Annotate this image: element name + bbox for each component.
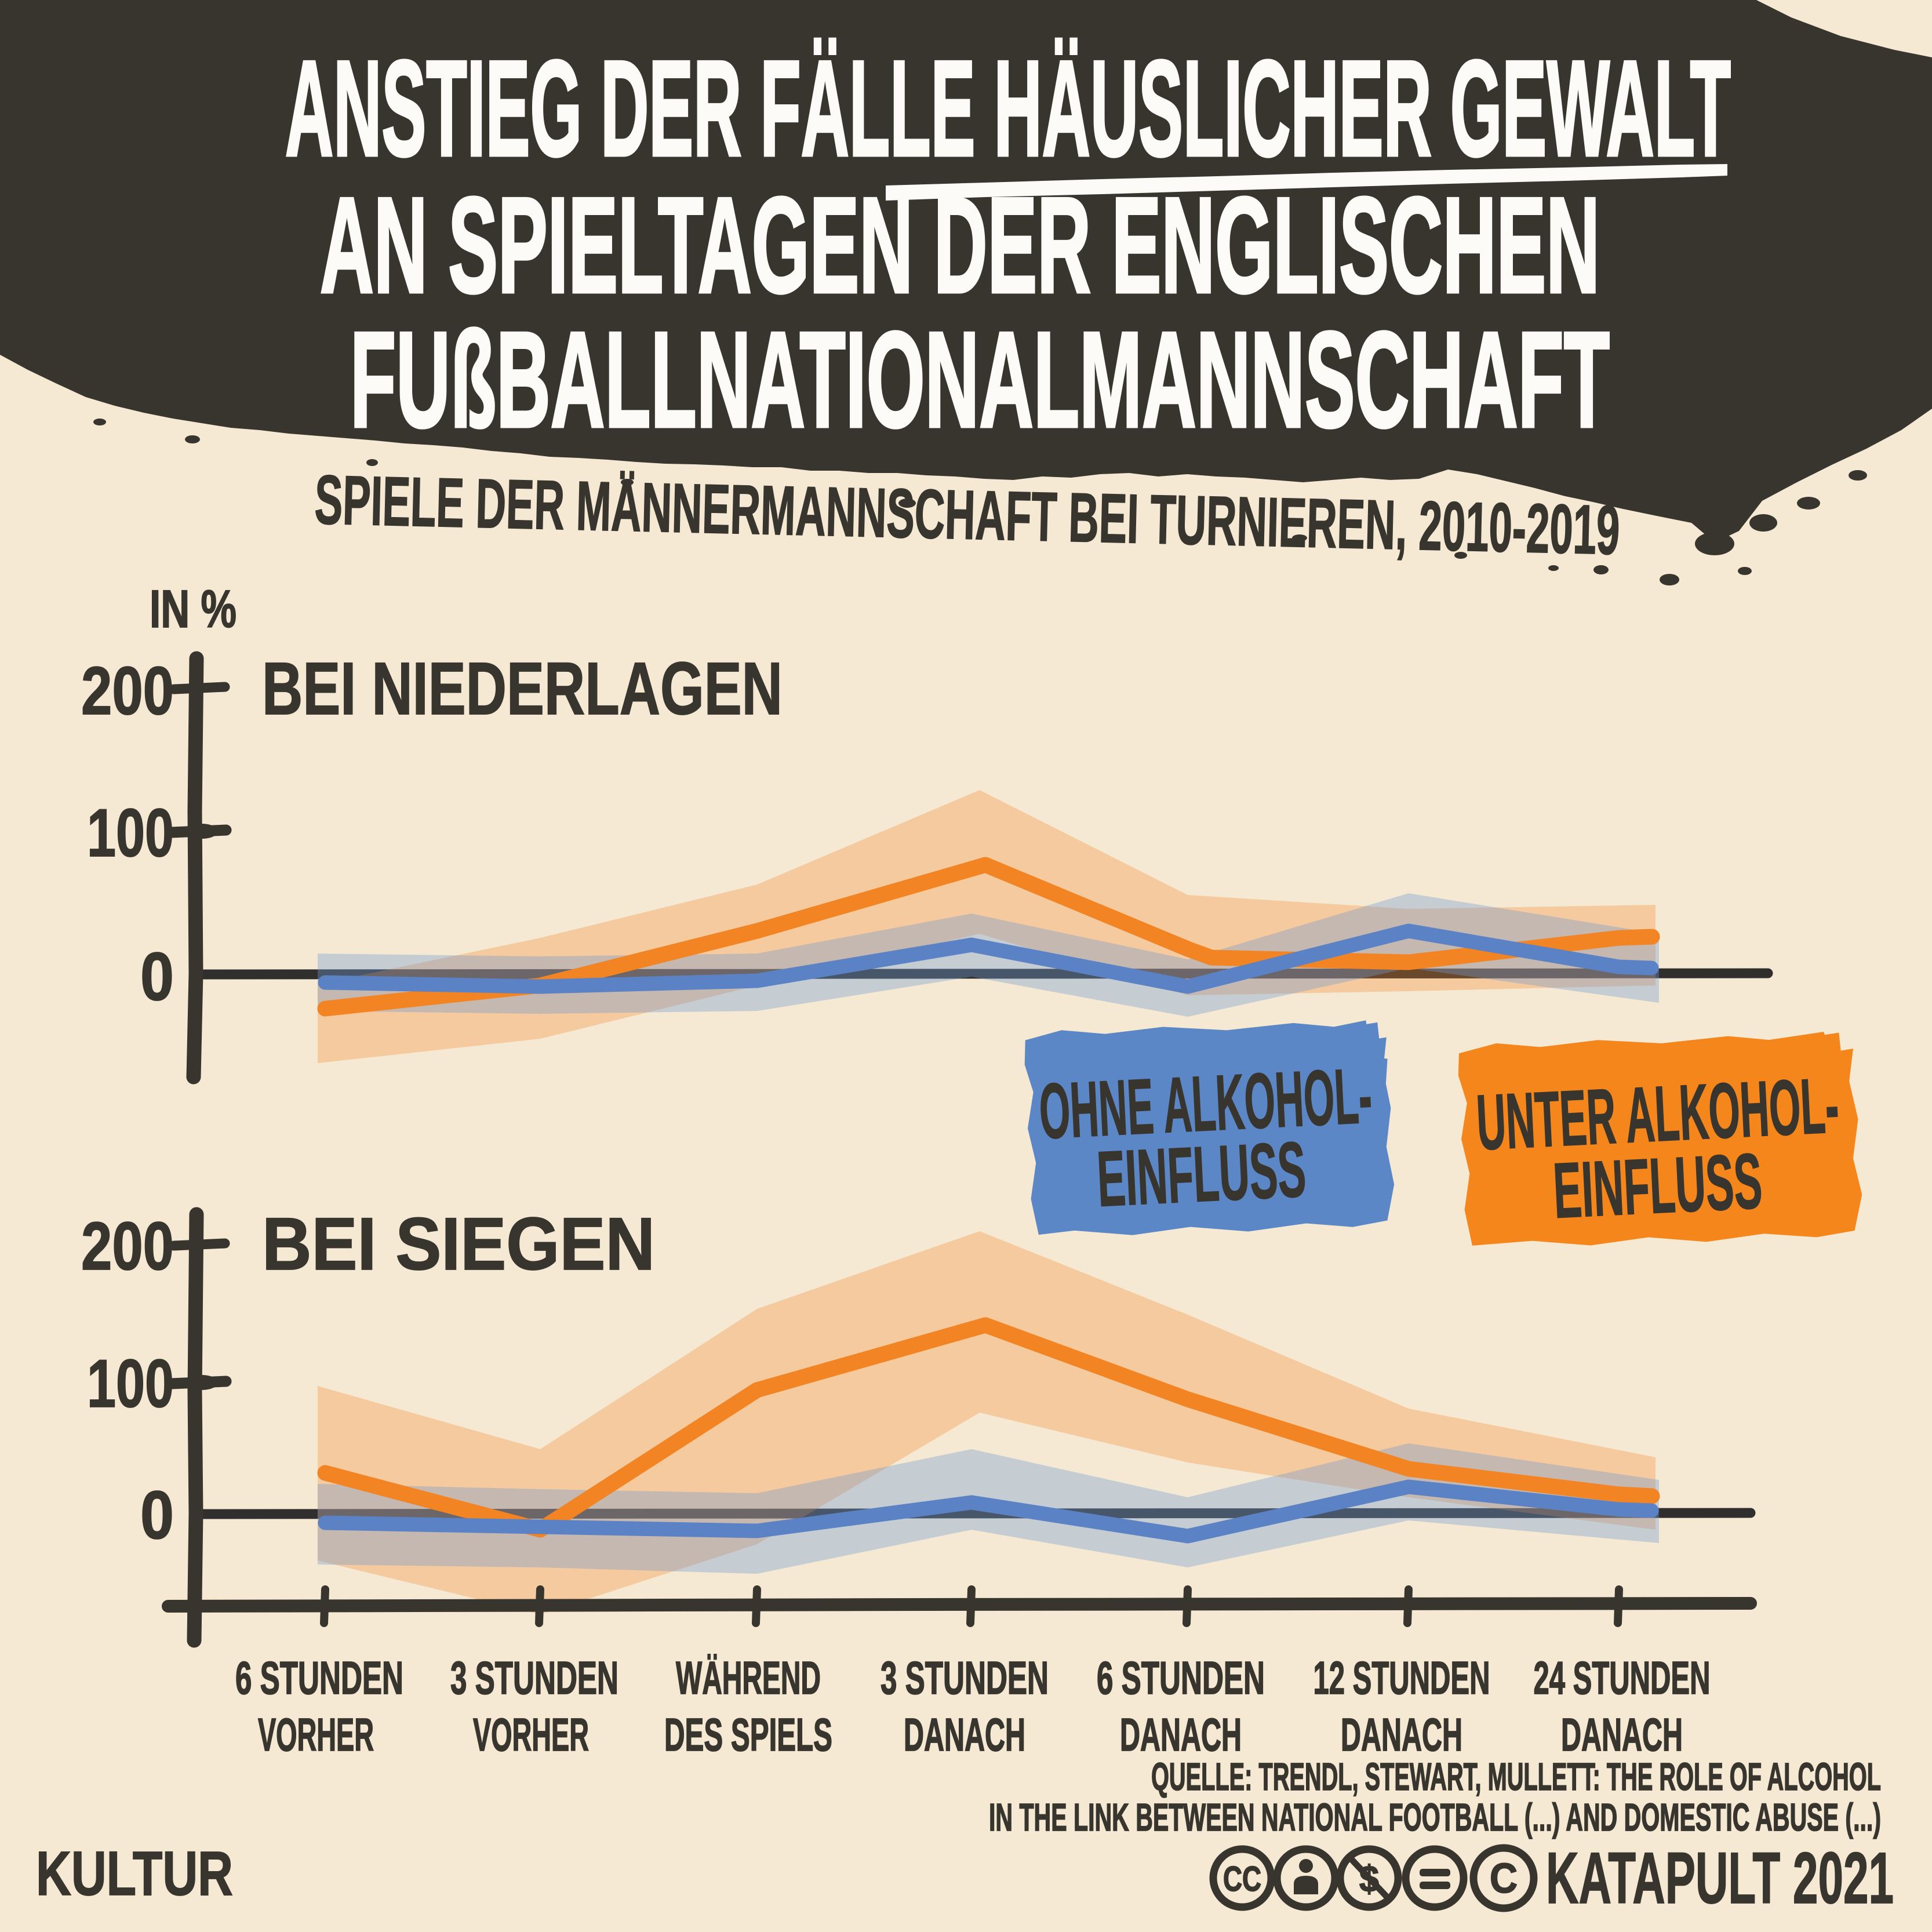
svg-text:ANSTIEG DER FÄLLE HÄUSLICHER G: ANSTIEG DER FÄLLE HÄUSLICHER GEWALT bbox=[285, 32, 1731, 184]
svg-text:UNTER ALKOHOL-: UNTER ALKOHOL- bbox=[1475, 1061, 1841, 1166]
svg-text:EINFLUSS: EINFLUSS bbox=[1095, 1125, 1308, 1222]
svg-text:100: 100 bbox=[87, 1345, 174, 1421]
svg-text:KULTUR: KULTUR bbox=[36, 1838, 233, 1908]
svg-text:VORHER: VORHER bbox=[473, 1709, 589, 1760]
svg-text:6 STUNDEN: 6 STUNDEN bbox=[1097, 1652, 1265, 1704]
svg-text:100: 100 bbox=[87, 795, 174, 871]
svg-text:200: 200 bbox=[81, 653, 174, 729]
svg-text:IN %: IN % bbox=[150, 580, 237, 639]
svg-text:FUßBALLNATIONALMANNSCHAFT: FUßBALLNATIONALMANNSCHAFT bbox=[350, 303, 1610, 456]
svg-text:0: 0 bbox=[140, 1477, 174, 1553]
svg-text:0: 0 bbox=[140, 938, 174, 1014]
svg-text:CC: CC bbox=[1223, 1860, 1261, 1898]
svg-text:DANACH: DANACH bbox=[904, 1709, 1025, 1760]
svg-text:WÄHREND: WÄHREND bbox=[676, 1652, 821, 1704]
svg-text:DANACH: DANACH bbox=[1120, 1709, 1242, 1760]
svg-text:3 STUNDEN: 3 STUNDEN bbox=[881, 1652, 1049, 1704]
svg-text:C: C bbox=[1490, 1855, 1518, 1902]
svg-text:QUELLE: TRENDL, STEWART, MULLE: QUELLE: TRENDL, STEWART, MULLETT: THE RO… bbox=[1151, 1755, 1881, 1799]
svg-text:OHNE ALKOHOL-: OHNE ALKOHOL- bbox=[1037, 1051, 1374, 1155]
svg-text:DES SPIELS: DES SPIELS bbox=[664, 1709, 832, 1760]
svg-text:VORHER: VORHER bbox=[258, 1709, 374, 1760]
svg-text:DANACH: DANACH bbox=[1341, 1709, 1462, 1760]
svg-text:BEI NIEDERLAGEN: BEI NIEDERLAGEN bbox=[262, 647, 783, 730]
svg-text:BEI SIEGEN: BEI SIEGEN bbox=[262, 1203, 655, 1286]
svg-text:DANACH: DANACH bbox=[1561, 1709, 1683, 1760]
svg-text:200: 200 bbox=[81, 1208, 174, 1284]
svg-text:6 STUNDEN: 6 STUNDEN bbox=[235, 1652, 403, 1704]
svg-text:IN THE LINK BETWEEN NATIONAL F: IN THE LINK BETWEEN NATIONAL FOOTBALL (.… bbox=[989, 1796, 1881, 1839]
svg-text:3 STUNDEN: 3 STUNDEN bbox=[450, 1652, 618, 1704]
svg-text:24 STUNDEN: 24 STUNDEN bbox=[1534, 1652, 1711, 1704]
svg-text:KATAPULT 2021: KATAPULT 2021 bbox=[1546, 1838, 1894, 1919]
svg-text:EINFLUSS: EINFLUSS bbox=[1551, 1137, 1764, 1234]
svg-text:12 STUNDEN: 12 STUNDEN bbox=[1314, 1652, 1490, 1704]
